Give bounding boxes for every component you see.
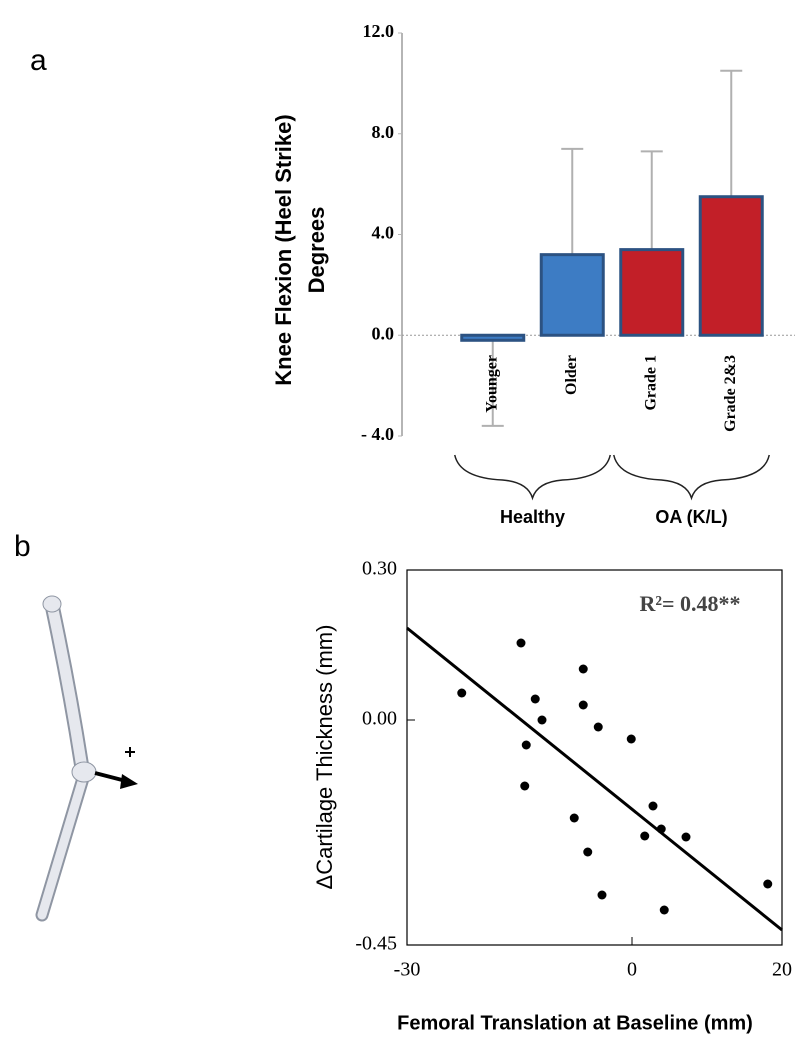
- y-tick-label: 12.0: [363, 21, 395, 41]
- bar: [460, 333, 526, 342]
- x-tick-label: Younger: [483, 355, 500, 413]
- point: [659, 905, 669, 915]
- y-tick-label: 0.30: [362, 558, 397, 580]
- point: [578, 664, 588, 674]
- y-axis-label: Degrees: [304, 207, 329, 294]
- fit-line: [406, 626, 783, 932]
- bar: [539, 253, 605, 337]
- annotation: R²= 0.48**: [639, 591, 740, 616]
- point: [537, 715, 547, 725]
- y-tick-label: 4.0: [372, 223, 395, 243]
- group-label: OA (K/L): [655, 507, 727, 527]
- panel-label: b: [14, 530, 31, 563]
- y-tick-label: 8.0: [372, 122, 395, 142]
- group-label: Healthy: [500, 507, 565, 527]
- y-tick-label: 0.0: [372, 323, 395, 343]
- bar: [619, 248, 685, 337]
- point: [763, 879, 773, 889]
- x-tick-label: 20: [772, 959, 792, 981]
- point: [681, 832, 691, 842]
- y-tick-label: 0.00: [362, 708, 397, 730]
- point: [520, 781, 530, 791]
- point: [626, 734, 636, 744]
- y-tick-label: -0.45: [355, 933, 397, 955]
- bar: [698, 195, 764, 337]
- point: [457, 688, 467, 698]
- y-axis-label: ΔCartilage Thickness (mm): [312, 625, 337, 890]
- point: [530, 694, 540, 704]
- x-tick-label: Older: [563, 355, 580, 395]
- y-axis-label: Knee Flexion (Heel Strike): [271, 114, 296, 385]
- leg-illustration: [35, 595, 138, 922]
- point: [597, 890, 607, 900]
- y-tick-label: - 4.0: [361, 424, 394, 444]
- point: [648, 801, 658, 811]
- group-brace: [454, 454, 611, 501]
- x-tick-label: 0: [627, 959, 637, 981]
- point: [569, 813, 579, 823]
- point: [578, 700, 588, 710]
- point: [516, 638, 526, 648]
- point: [583, 847, 593, 857]
- x-tick-label: Grade 2&3: [722, 355, 739, 432]
- point: [640, 831, 650, 841]
- point: [521, 740, 531, 750]
- group-brace: [613, 454, 770, 501]
- point: [656, 824, 666, 834]
- panel-label: a: [30, 44, 47, 77]
- plot-frame: [406, 569, 783, 946]
- x-tick-label: -30: [394, 959, 421, 981]
- x-tick-label: Grade 1: [642, 355, 659, 411]
- x-axis-label: Femoral Translation at Baseline (mm): [397, 1012, 753, 1034]
- point: [593, 722, 603, 732]
